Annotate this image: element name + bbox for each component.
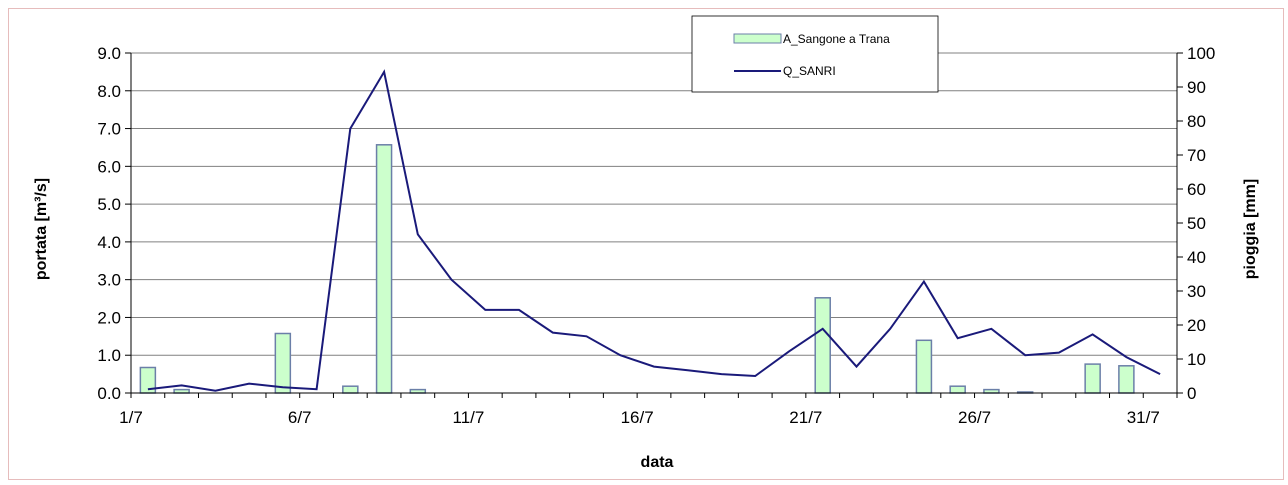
rain-bar [342, 385, 359, 394]
left-tick-label: 7.0 [97, 120, 121, 139]
flow-line-group [147, 69, 1161, 392]
chart-frame: 0.0 1.0 2.0 3.0 4.0 5.0 6.0 7.0 8.0 9.0 0 10 20 30 40… [8, 8, 1284, 480]
left-tick-label: 6.0 [97, 157, 121, 176]
right-axis-ticks: 0 10 20 30 40 50 60 70 80 90 100 [1177, 44, 1215, 403]
x-axis-ticks: 1/7 6/7 11/7 16/7 21/7 26/7 31/7 [119, 393, 1178, 427]
rain-bar [409, 388, 427, 394]
right-tick-label: 70 [1187, 146, 1206, 165]
x-tick-label: 31/7 [1127, 408, 1160, 427]
left-tick-label: 2.0 [97, 308, 121, 327]
x-tick-label: 11/7 [453, 408, 485, 427]
left-tick-label: 9.0 [97, 44, 121, 63]
rain-bars [139, 144, 1135, 394]
right-tick-label: 100 [1187, 44, 1215, 63]
rain-bar [814, 297, 831, 394]
left-tick-label: 3.0 [97, 271, 121, 290]
right-tick-label: 90 [1187, 78, 1206, 97]
right-tick-label: 30 [1187, 282, 1206, 301]
legend-label-flow: Q_SANRI [783, 64, 836, 78]
x-tick-label: 1/7 [119, 408, 143, 427]
rain-bar [375, 144, 393, 394]
right-axis-title: pioggia [mm] [1242, 179, 1259, 279]
right-tick-label: 10 [1187, 350, 1206, 369]
rain-bar [1118, 365, 1135, 394]
flow-line [147, 69, 1161, 392]
legend-label-rain: A_Sangone a Trana [783, 32, 890, 46]
x-axis-title: data [641, 454, 674, 471]
rain-bar [1084, 363, 1101, 394]
right-tick-label: 0 [1187, 384, 1196, 403]
rain-bar [274, 332, 292, 394]
grid-lines [131, 52, 1177, 394]
right-tick-label: 40 [1187, 248, 1206, 267]
right-tick-label: 20 [1187, 316, 1206, 335]
legend-box [691, 15, 939, 93]
left-tick-label: 0.0 [97, 384, 121, 403]
rain-bar [173, 388, 190, 394]
right-tick-label: 80 [1187, 112, 1206, 131]
rain-bar [915, 339, 933, 394]
left-axis-title: portata [m³/s] [33, 178, 50, 280]
left-tick-label: 8.0 [97, 82, 121, 101]
x-tick-label: 6/7 [288, 408, 312, 427]
x-tick-label: 26/7 [958, 408, 991, 427]
combo-chart: 0.0 1.0 2.0 3.0 4.0 5.0 6.0 7.0 8.0 9.0 0 10 20 30 40… [33, 15, 1259, 471]
right-tick-label: 60 [1187, 180, 1206, 199]
rain-bar [983, 388, 1000, 394]
x-tick-label: 16/7 [621, 408, 654, 427]
legend-bar-swatch [733, 33, 782, 44]
legend: A_Sangone a Trana Q_SANRI [691, 15, 939, 93]
left-axis-ticks: 0.0 1.0 2.0 3.0 4.0 5.0 6.0 7.0 8.0 9.0 [97, 44, 131, 403]
left-tick-label: 1.0 [97, 346, 121, 365]
x-tick-label: 21/7 [789, 408, 822, 427]
right-tick-label: 50 [1187, 214, 1206, 233]
rain-bar [949, 385, 966, 394]
left-tick-label: 5.0 [97, 195, 121, 214]
left-tick-label: 4.0 [97, 233, 121, 252]
